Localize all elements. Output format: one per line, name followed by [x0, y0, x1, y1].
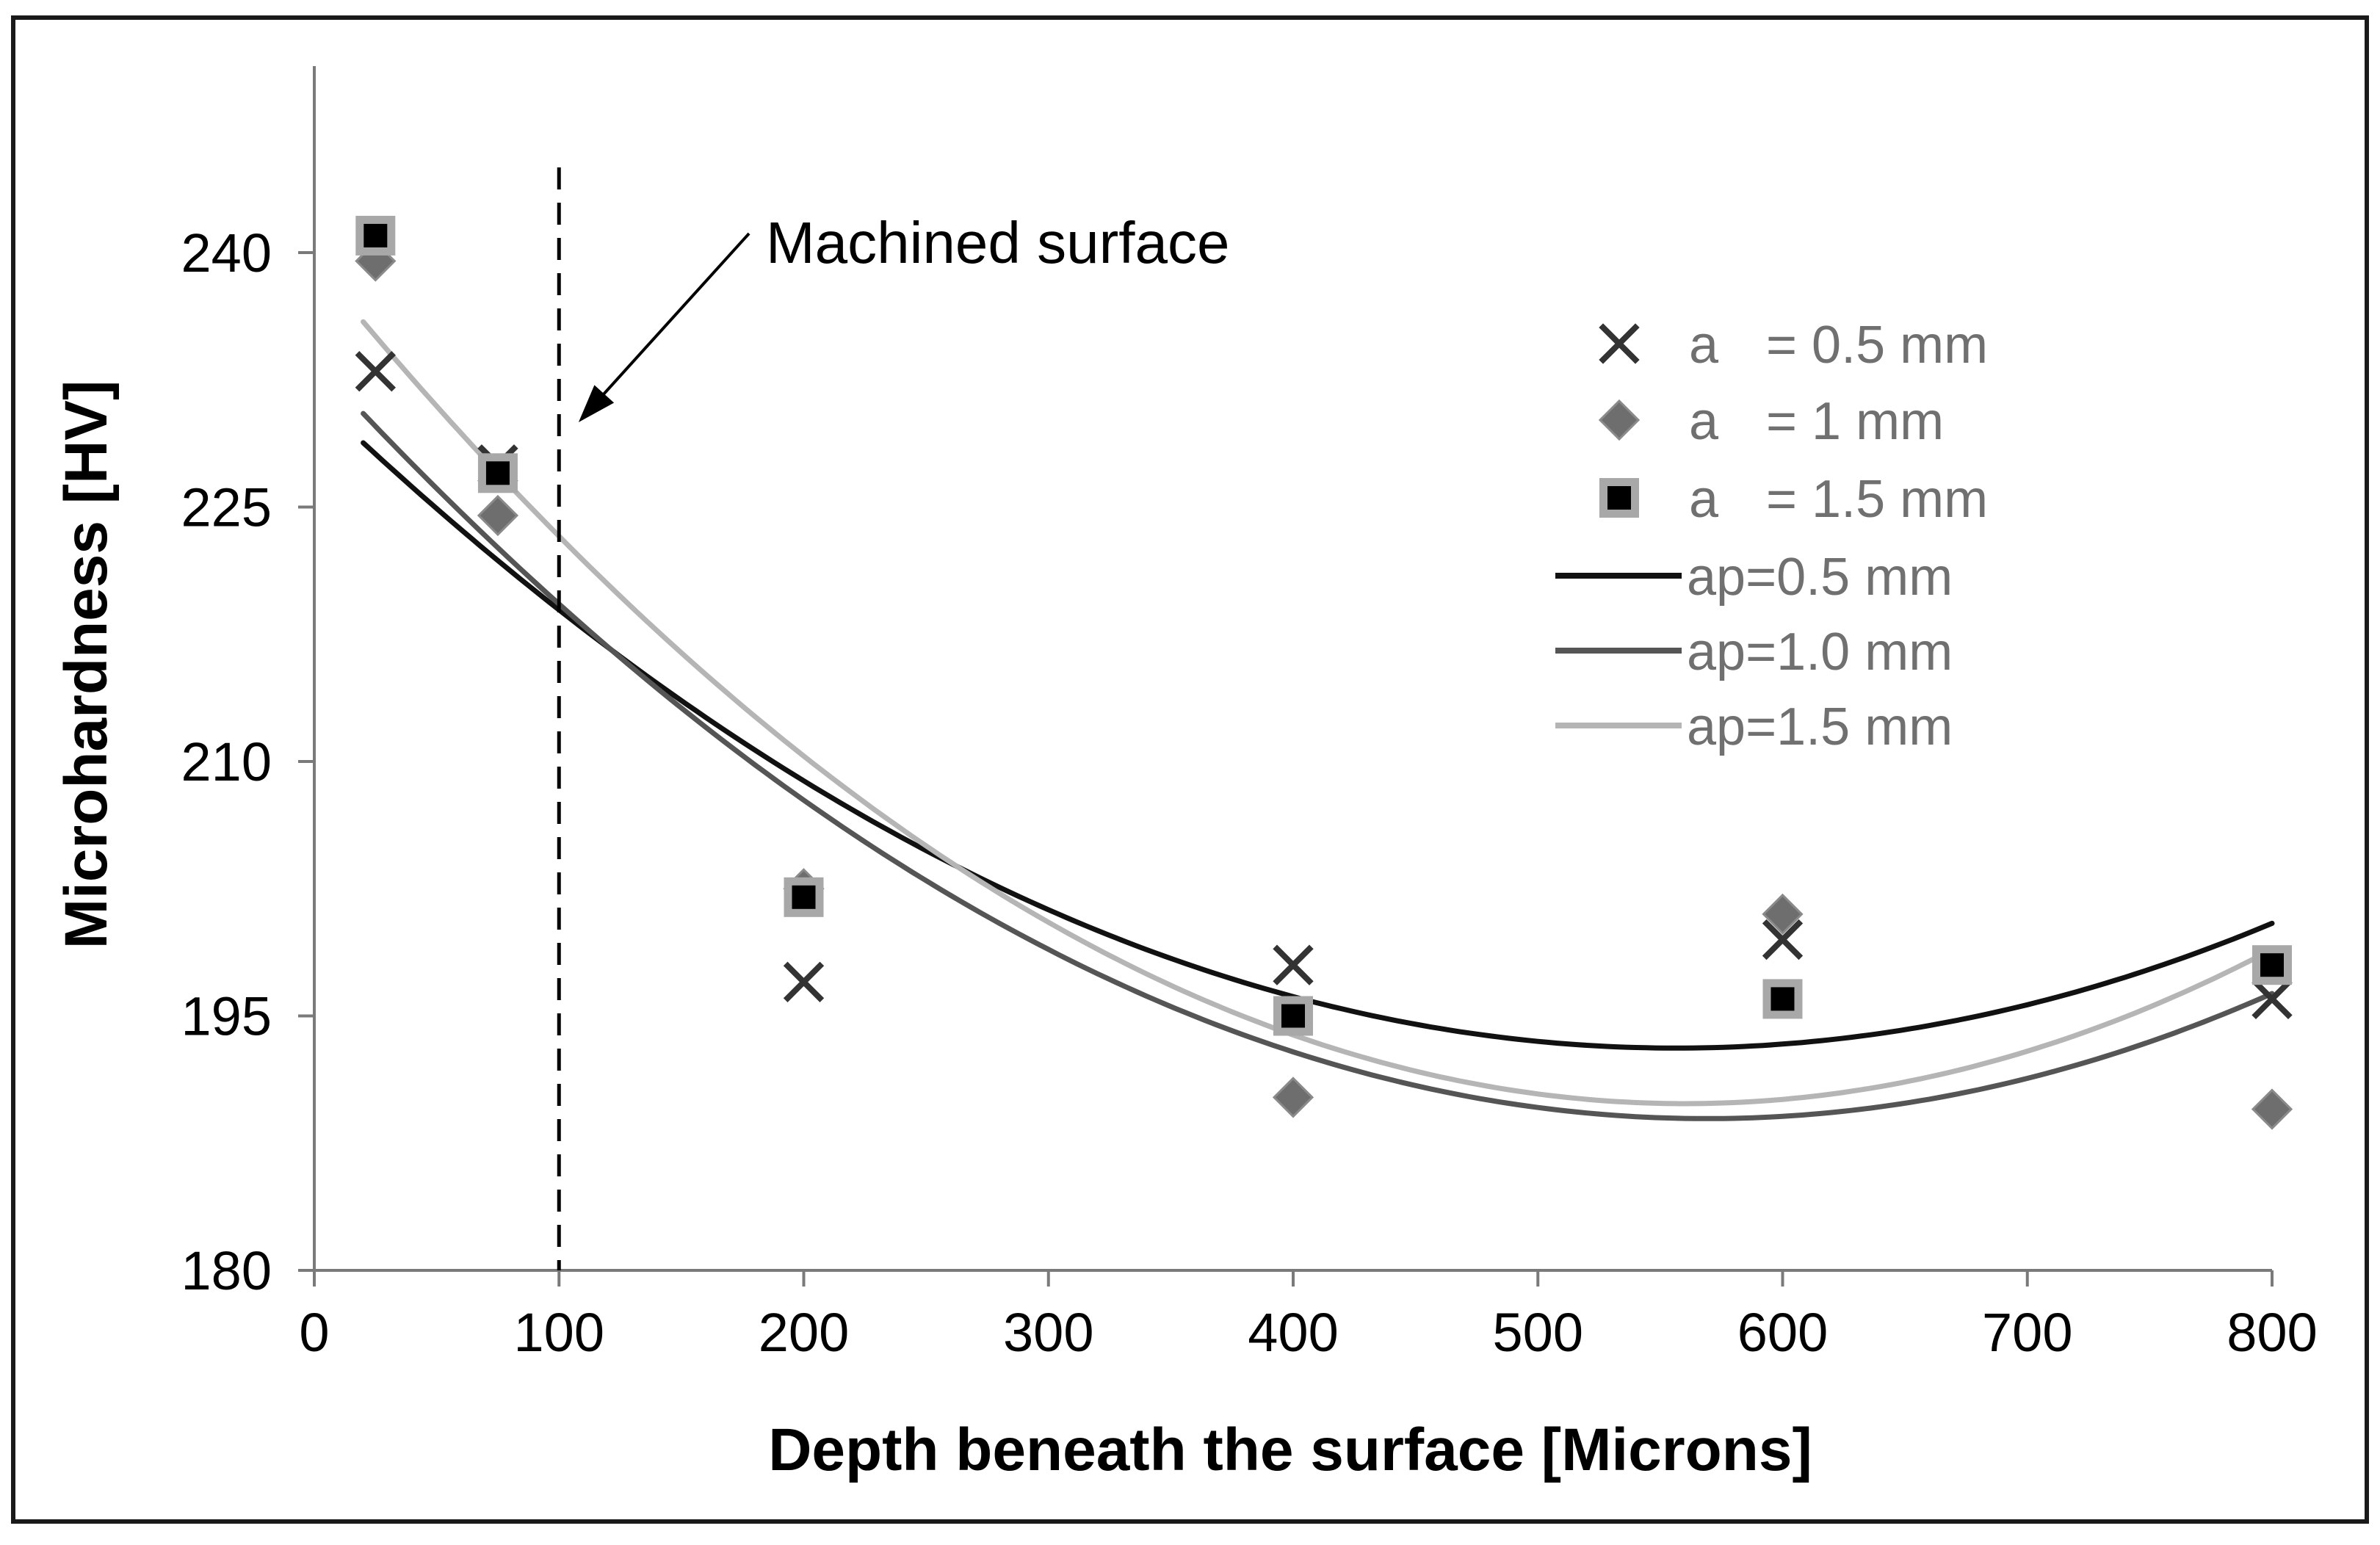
y-tick-label: 210 — [181, 731, 272, 792]
x-tick-label: 600 — [1737, 1302, 1828, 1363]
x-marker-stroke — [783, 961, 825, 1002]
x-marker-stroke — [2251, 978, 2293, 1020]
square-marker-core — [2260, 953, 2284, 977]
data-point-series-1 — [355, 351, 396, 392]
data-point-series-3 — [355, 215, 396, 256]
data-point-series-3 — [477, 453, 518, 493]
x-marker-stroke — [1762, 919, 1804, 960]
y-axis-title: Microhardness [HV] — [53, 380, 120, 949]
legend-label-prefix: a — [1689, 392, 1719, 451]
x-tick-label: 400 — [1248, 1302, 1338, 1363]
legend: a = 0.5 mm a = 1 mm a = 1.5 mm ap=0.5 mm ap=1.0… — [1555, 316, 1988, 756]
fit-curve-1 — [361, 440, 2275, 1051]
x-tick-label: 100 — [514, 1302, 604, 1363]
x-tick-label: 500 — [1493, 1302, 1583, 1363]
annotation-arrow-shaft — [587, 232, 750, 412]
data-point-series-3 — [1762, 979, 1803, 1019]
data-point-series-2 — [1272, 1077, 1314, 1118]
data-point-series-1 — [1762, 919, 1804, 960]
x-tick-label: 800 — [2227, 1302, 2317, 1363]
x-tick-label: 0 — [299, 1302, 329, 1363]
y-tick-label: 180 — [181, 1240, 272, 1301]
x-marker-stroke — [1273, 944, 1314, 985]
data-point-series-1 — [783, 961, 825, 1002]
legend-label-suffix: = 1 mm — [1766, 392, 1944, 451]
axes: 0 100 200 300 400 500 600 700 800 180 195 210 225 240 — [181, 66, 2318, 1363]
legend-marker-3 — [1599, 478, 1639, 518]
square-marker-core — [1770, 987, 1795, 1011]
data-point-series-1 — [1273, 944, 1314, 985]
x-tick-label: 700 — [1982, 1302, 2072, 1363]
legend-label-fit: ap=0.5 mm — [1687, 548, 1953, 607]
legend-label-fit: ap=1.5 mm — [1687, 698, 1953, 756]
square-marker-core — [1607, 486, 1631, 510]
legend-marker-2 — [1598, 399, 1641, 441]
data-point-series-3 — [784, 877, 824, 917]
legend-label-prefix: a — [1689, 470, 1719, 529]
fit-curve-3 — [361, 319, 2275, 1107]
x-tick-label: 200 — [759, 1302, 849, 1363]
data-point-series-3 — [2252, 945, 2292, 985]
square-marker-core — [1281, 1004, 1305, 1028]
data-points — [355, 215, 2293, 1130]
fit-curves — [361, 319, 2275, 1121]
data-point-series-2 — [477, 494, 519, 537]
x-marker-stroke — [1599, 323, 1640, 364]
fit-curve-2 — [361, 410, 2275, 1121]
legend-label-suffix: = 0.5 mm — [1766, 316, 1988, 375]
legend-marker-1 — [1599, 323, 1640, 364]
data-point-series-1 — [2251, 978, 2293, 1020]
annotation-label: Machined surface — [766, 210, 1229, 275]
x-marker-stroke — [355, 351, 396, 392]
legend-label-fit: ap=1.0 mm — [1687, 623, 1953, 681]
annotations: Machined surface — [557, 167, 1229, 1270]
legend-label-suffix: = 1.5 mm — [1766, 470, 1988, 529]
square-marker-core — [363, 223, 388, 247]
data-point-series-2 — [2251, 1088, 2293, 1130]
y-tick-label: 195 — [181, 986, 272, 1047]
legend-label-prefix: a — [1689, 316, 1719, 375]
x-tick-label: 300 — [1003, 1302, 1093, 1363]
annotation-arrow-head — [578, 385, 615, 422]
square-marker-core — [485, 461, 510, 485]
y-tick-label: 225 — [181, 477, 272, 538]
x-axis-title: Depth beneath the surface [Microns] — [768, 1416, 1812, 1483]
data-point-series-3 — [1273, 996, 1313, 1036]
y-tick-label: 240 — [181, 222, 272, 283]
data-point-series-2 — [1762, 893, 1804, 936]
square-marker-core — [792, 885, 816, 909]
